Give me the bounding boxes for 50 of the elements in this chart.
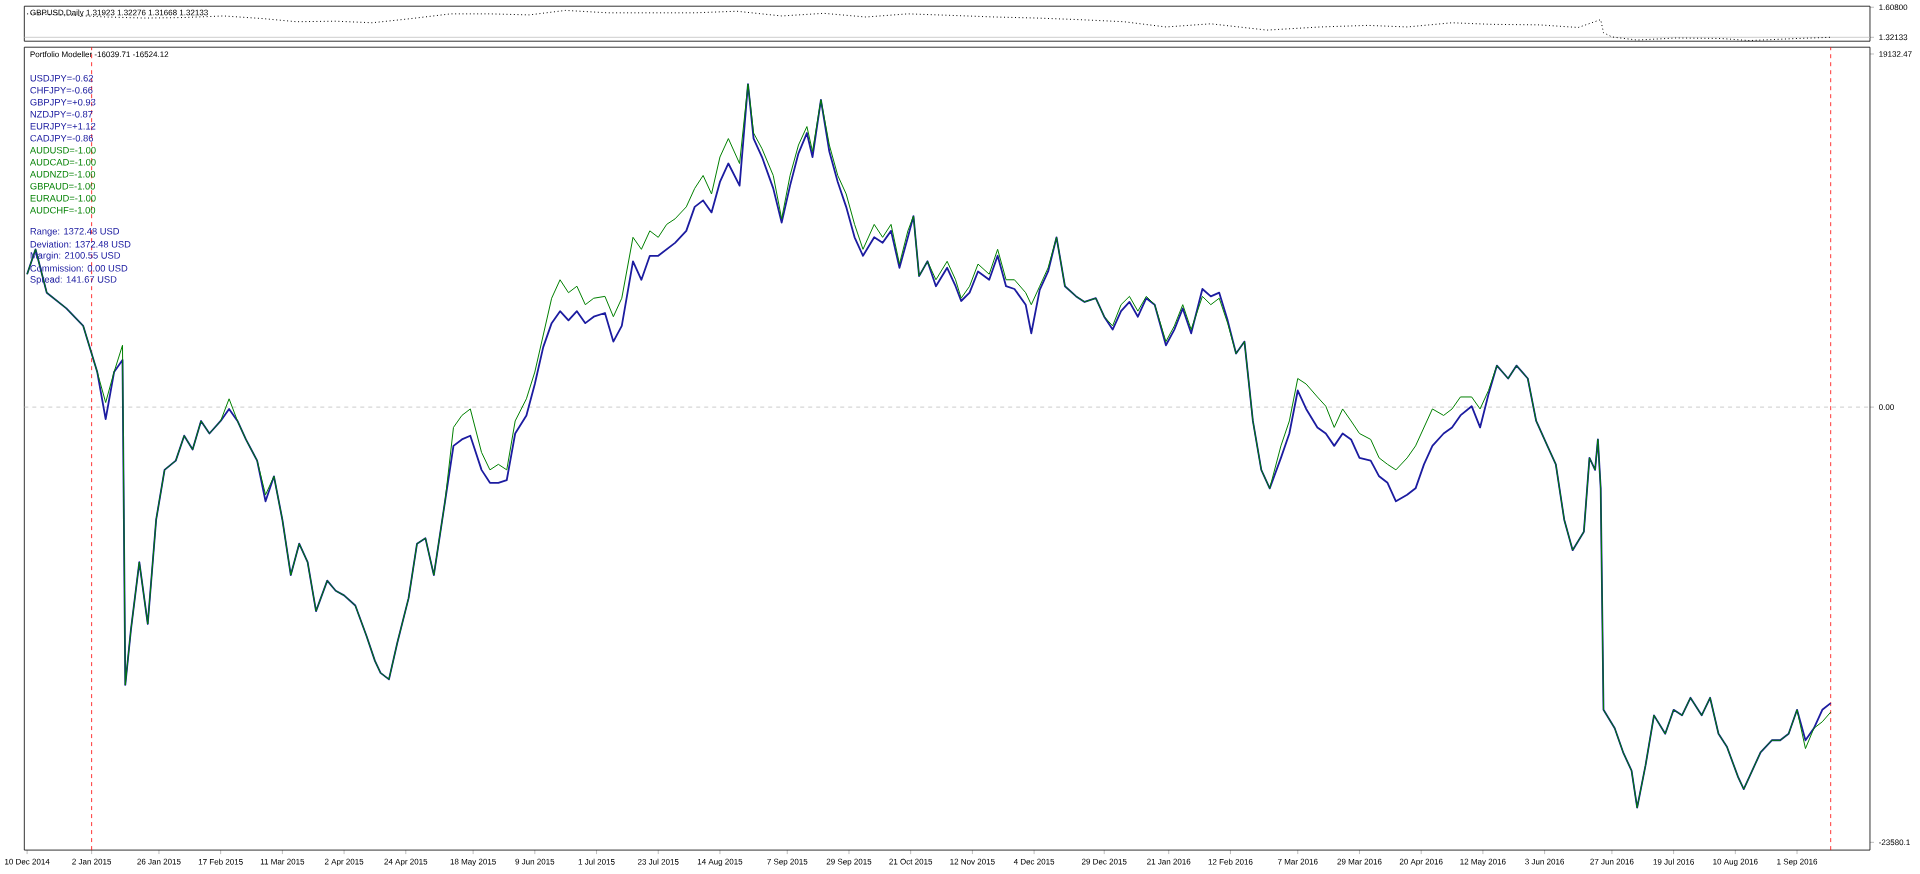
annotation: AUDNZD=-1.00 [29, 170, 96, 178]
annotation: NZDJPY=-0.87 [30, 110, 93, 118]
x-tick-label: 21 Oct 2015 [889, 858, 933, 865]
x-tick-label: 1 Jul 2015 [578, 858, 615, 865]
y-tick-label: 1.32133 [1879, 34, 1908, 41]
annotation: CHFJPY=-0.66 [30, 86, 93, 94]
x-tick-label: 24 Apr 2015 [384, 858, 428, 866]
x-tick-label: 27 Jun 2016 [1590, 858, 1634, 865]
x-tick-label: 10 Aug 2016 [1713, 858, 1758, 866]
x-tick-label: 2 Apr 2015 [324, 858, 364, 866]
y-tick-label: -23580.1 [1879, 839, 1910, 846]
x-tick-label: 29 Sep 2015 [826, 858, 872, 866]
annotation: AUDUSD=-1.00 [29, 146, 96, 154]
x-tick-label: 29 Dec 2015 [1081, 858, 1127, 865]
annotation: EURAUD=-1.00 [30, 194, 96, 202]
x-tick-label: 23 Jul 2015 [637, 858, 679, 865]
x-tick-label: 7 Mar 2016 [1277, 858, 1318, 865]
x-tick-label: 4 Dec 2015 [1013, 858, 1055, 865]
annotation: CADJPY=-0.86 [30, 134, 94, 142]
x-tick-label: 17 Feb 2015 [198, 858, 243, 865]
chart-title: Portfolio Modeller -16039.71 -16524.12 [30, 51, 169, 58]
y-tick-label: 1.60800 [1879, 4, 1908, 11]
x-tick-label: 2 Jan 2015 [72, 858, 112, 865]
x-tick-label: 12 Nov 2015 [950, 858, 995, 865]
x-tick-label: 12 May 2016 [1460, 858, 1506, 866]
x-tick-label: 12 Feb 2016 [1208, 858, 1253, 865]
chart-title: GBPUSD,Daily 1.31923 1.32276 1.31668 1.32133 [30, 9, 208, 17]
x-tick-label: 9 Jun 2015 [515, 858, 555, 865]
x-tick-label: 11 Mar 2015 [260, 858, 305, 865]
annotation: Range: 1372.48 USD [30, 227, 120, 237]
annotation: EURJPY=+1.12 [30, 122, 96, 130]
x-tick-label: 7 Sep 2015 [767, 858, 808, 866]
annotation: AUDCHF=-1.00 [29, 206, 96, 214]
y-tick-label: 0.00 [1878, 404, 1894, 410]
annotation: GBPAUD=-1.00 [30, 182, 95, 190]
x-tick-label: 29 Mar 2016 [1337, 858, 1382, 865]
annotation: GBPJPY=+0.93 [30, 98, 96, 106]
x-tick-label: 18 May 2015 [450, 858, 496, 866]
annotation: USDJPY=-0.62 [30, 74, 93, 82]
x-tick-label: 21 Jan 2016 [1147, 858, 1191, 865]
annotation: AUDCAD=-1.00 [29, 158, 96, 166]
x-tick-label: 10 Dec 2014 [5, 858, 50, 865]
x-tick-label: 14 Aug 2015 [697, 858, 743, 866]
x-tick-label: 1 Sep 2016 [1777, 858, 1818, 866]
annotation: Deviation: 1372.48 USD [30, 240, 131, 248]
x-tick-label: 20 Apr 2016 [1399, 858, 1443, 866]
x-tick-label: 3 Jun 2016 [1525, 858, 1565, 865]
x-tick-label: 19 Jul 2016 [1653, 858, 1694, 865]
y-tick-label: 19132.47 [1879, 51, 1912, 57]
x-tick-label: 26 Jan 2015 [137, 858, 181, 865]
